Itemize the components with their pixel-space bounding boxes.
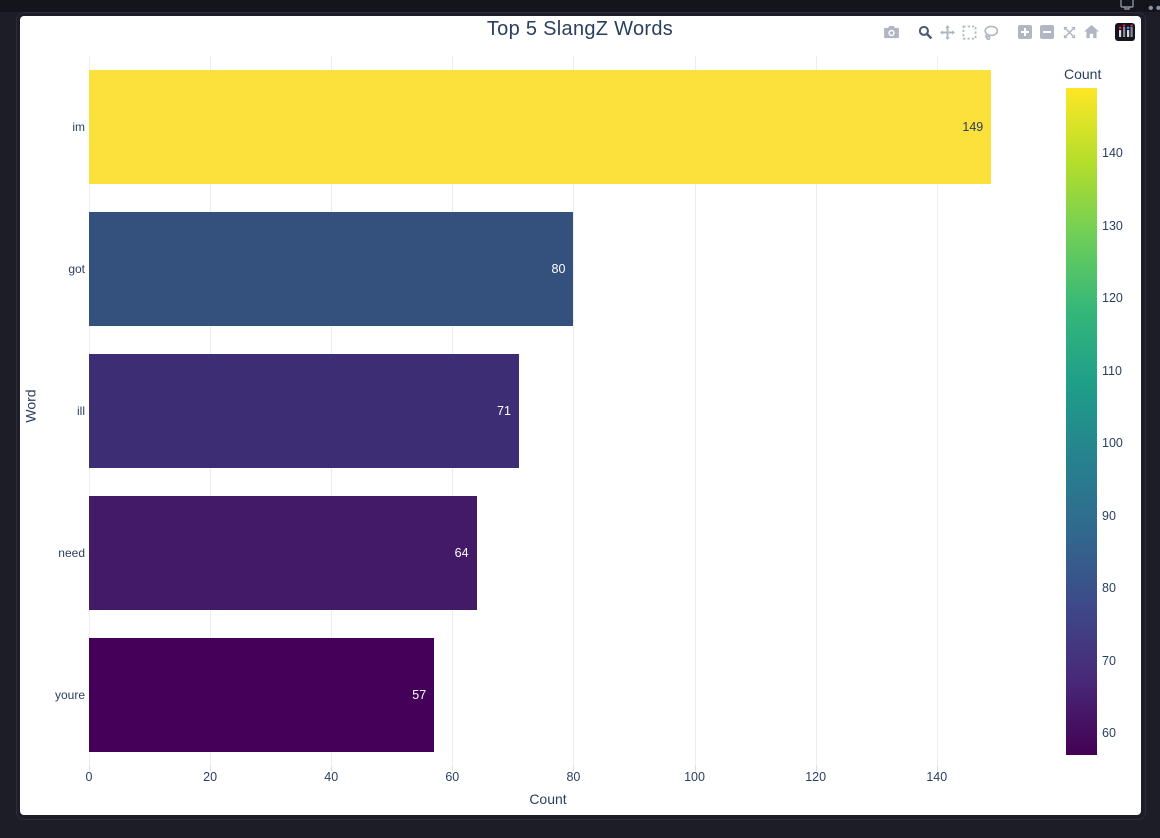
x-tick-label: 100 — [684, 770, 705, 784]
gridline — [573, 56, 575, 766]
colorbar-tick-label: 80 — [1102, 581, 1116, 596]
colorbar-tick-label: 110 — [1102, 363, 1122, 378]
bar-im[interactable]: 149 — [89, 70, 992, 184]
x-tick-label: 120 — [805, 770, 827, 784]
gridline — [936, 56, 938, 766]
bar-value-label: 149 — [962, 120, 984, 134]
x-tick-mark — [694, 766, 696, 771]
x-tick-mark — [210, 766, 212, 771]
colorbar-tick-label: 60 — [1102, 726, 1116, 741]
x-tick-mark — [573, 766, 575, 771]
x-tick-label: 140 — [926, 770, 948, 784]
colorbar-tick-label: 100 — [1102, 436, 1123, 451]
x-tick-mark — [331, 766, 333, 771]
bar-need[interactable]: 64 — [89, 496, 477, 610]
zoom-icon[interactable] — [914, 22, 936, 42]
lasso-select-icon[interactable] — [980, 22, 1002, 42]
bar-value-label: 80 — [551, 262, 566, 276]
reset-axes-icon[interactable] — [1080, 22, 1102, 42]
x-axis-title: Count — [529, 791, 567, 807]
bar-value-label: 71 — [497, 404, 511, 418]
popout-window-icon[interactable] — [1119, 0, 1135, 16]
modebar-group — [880, 22, 902, 42]
y-tick-label-got: got — [68, 262, 85, 276]
colorbar-tick-label: 130 — [1102, 218, 1123, 233]
y-tick-label-ill: ill — [77, 404, 85, 418]
camera-icon[interactable] — [880, 22, 902, 42]
panel-outline — [16, 12, 1146, 820]
x-tick-label: 80 — [566, 770, 581, 784]
modebar-group — [1014, 22, 1102, 42]
bar-got[interactable]: 80 — [89, 212, 574, 326]
x-tick-label: 0 — [85, 770, 93, 784]
bar-value-label: 64 — [454, 546, 469, 560]
gridline — [694, 56, 696, 766]
chart-title: Top 5 SlangZ Words — [486, 18, 674, 40]
plot-area: 149 80 71 64 57 — [89, 56, 1007, 766]
colorbar-tick-label: 120 — [1102, 291, 1123, 306]
colorbar-gradient — [1066, 88, 1097, 755]
y-axis-title: Word — [22, 389, 39, 423]
zoom-in-icon[interactable] — [1014, 22, 1036, 42]
bar-ill[interactable]: 71 — [89, 354, 519, 468]
bar-youre[interactable]: 57 — [89, 638, 435, 752]
x-tick-mark — [89, 766, 90, 771]
bar-value-label: 57 — [412, 688, 427, 702]
colorbar-tick-label: 140 — [1102, 146, 1123, 161]
x-tick-label: 40 — [324, 770, 339, 784]
more-options-icon[interactable]: ••• — [1148, 0, 1160, 17]
pan-icon[interactable] — [936, 22, 958, 42]
colorbar-title: Count — [1064, 66, 1102, 82]
modebar-group — [914, 22, 1002, 42]
gridline — [815, 56, 817, 766]
x-tick-mark — [936, 766, 938, 771]
autoscale-icon[interactable] — [1058, 22, 1080, 42]
zoom-out-icon[interactable] — [1036, 22, 1058, 42]
plotly-logo-icon[interactable] — [1114, 22, 1136, 42]
colorbar-tick-label: 90 — [1102, 508, 1116, 523]
x-tick-label: 20 — [203, 770, 218, 784]
modebar-group — [1114, 22, 1136, 42]
y-tick-label-im: im — [72, 120, 85, 134]
colorbar-tick-label: 70 — [1102, 653, 1116, 668]
window-top-strip — [0, 0, 1160, 12]
x-tick-mark — [815, 766, 817, 771]
y-tick-label-youre: youre — [54, 688, 85, 702]
x-tick-mark — [452, 766, 454, 771]
plotly-modebar — [868, 22, 1136, 42]
x-tick-label: 60 — [445, 770, 460, 784]
y-tick-label-need: need — [58, 546, 85, 560]
box-select-icon[interactable] — [958, 22, 980, 42]
